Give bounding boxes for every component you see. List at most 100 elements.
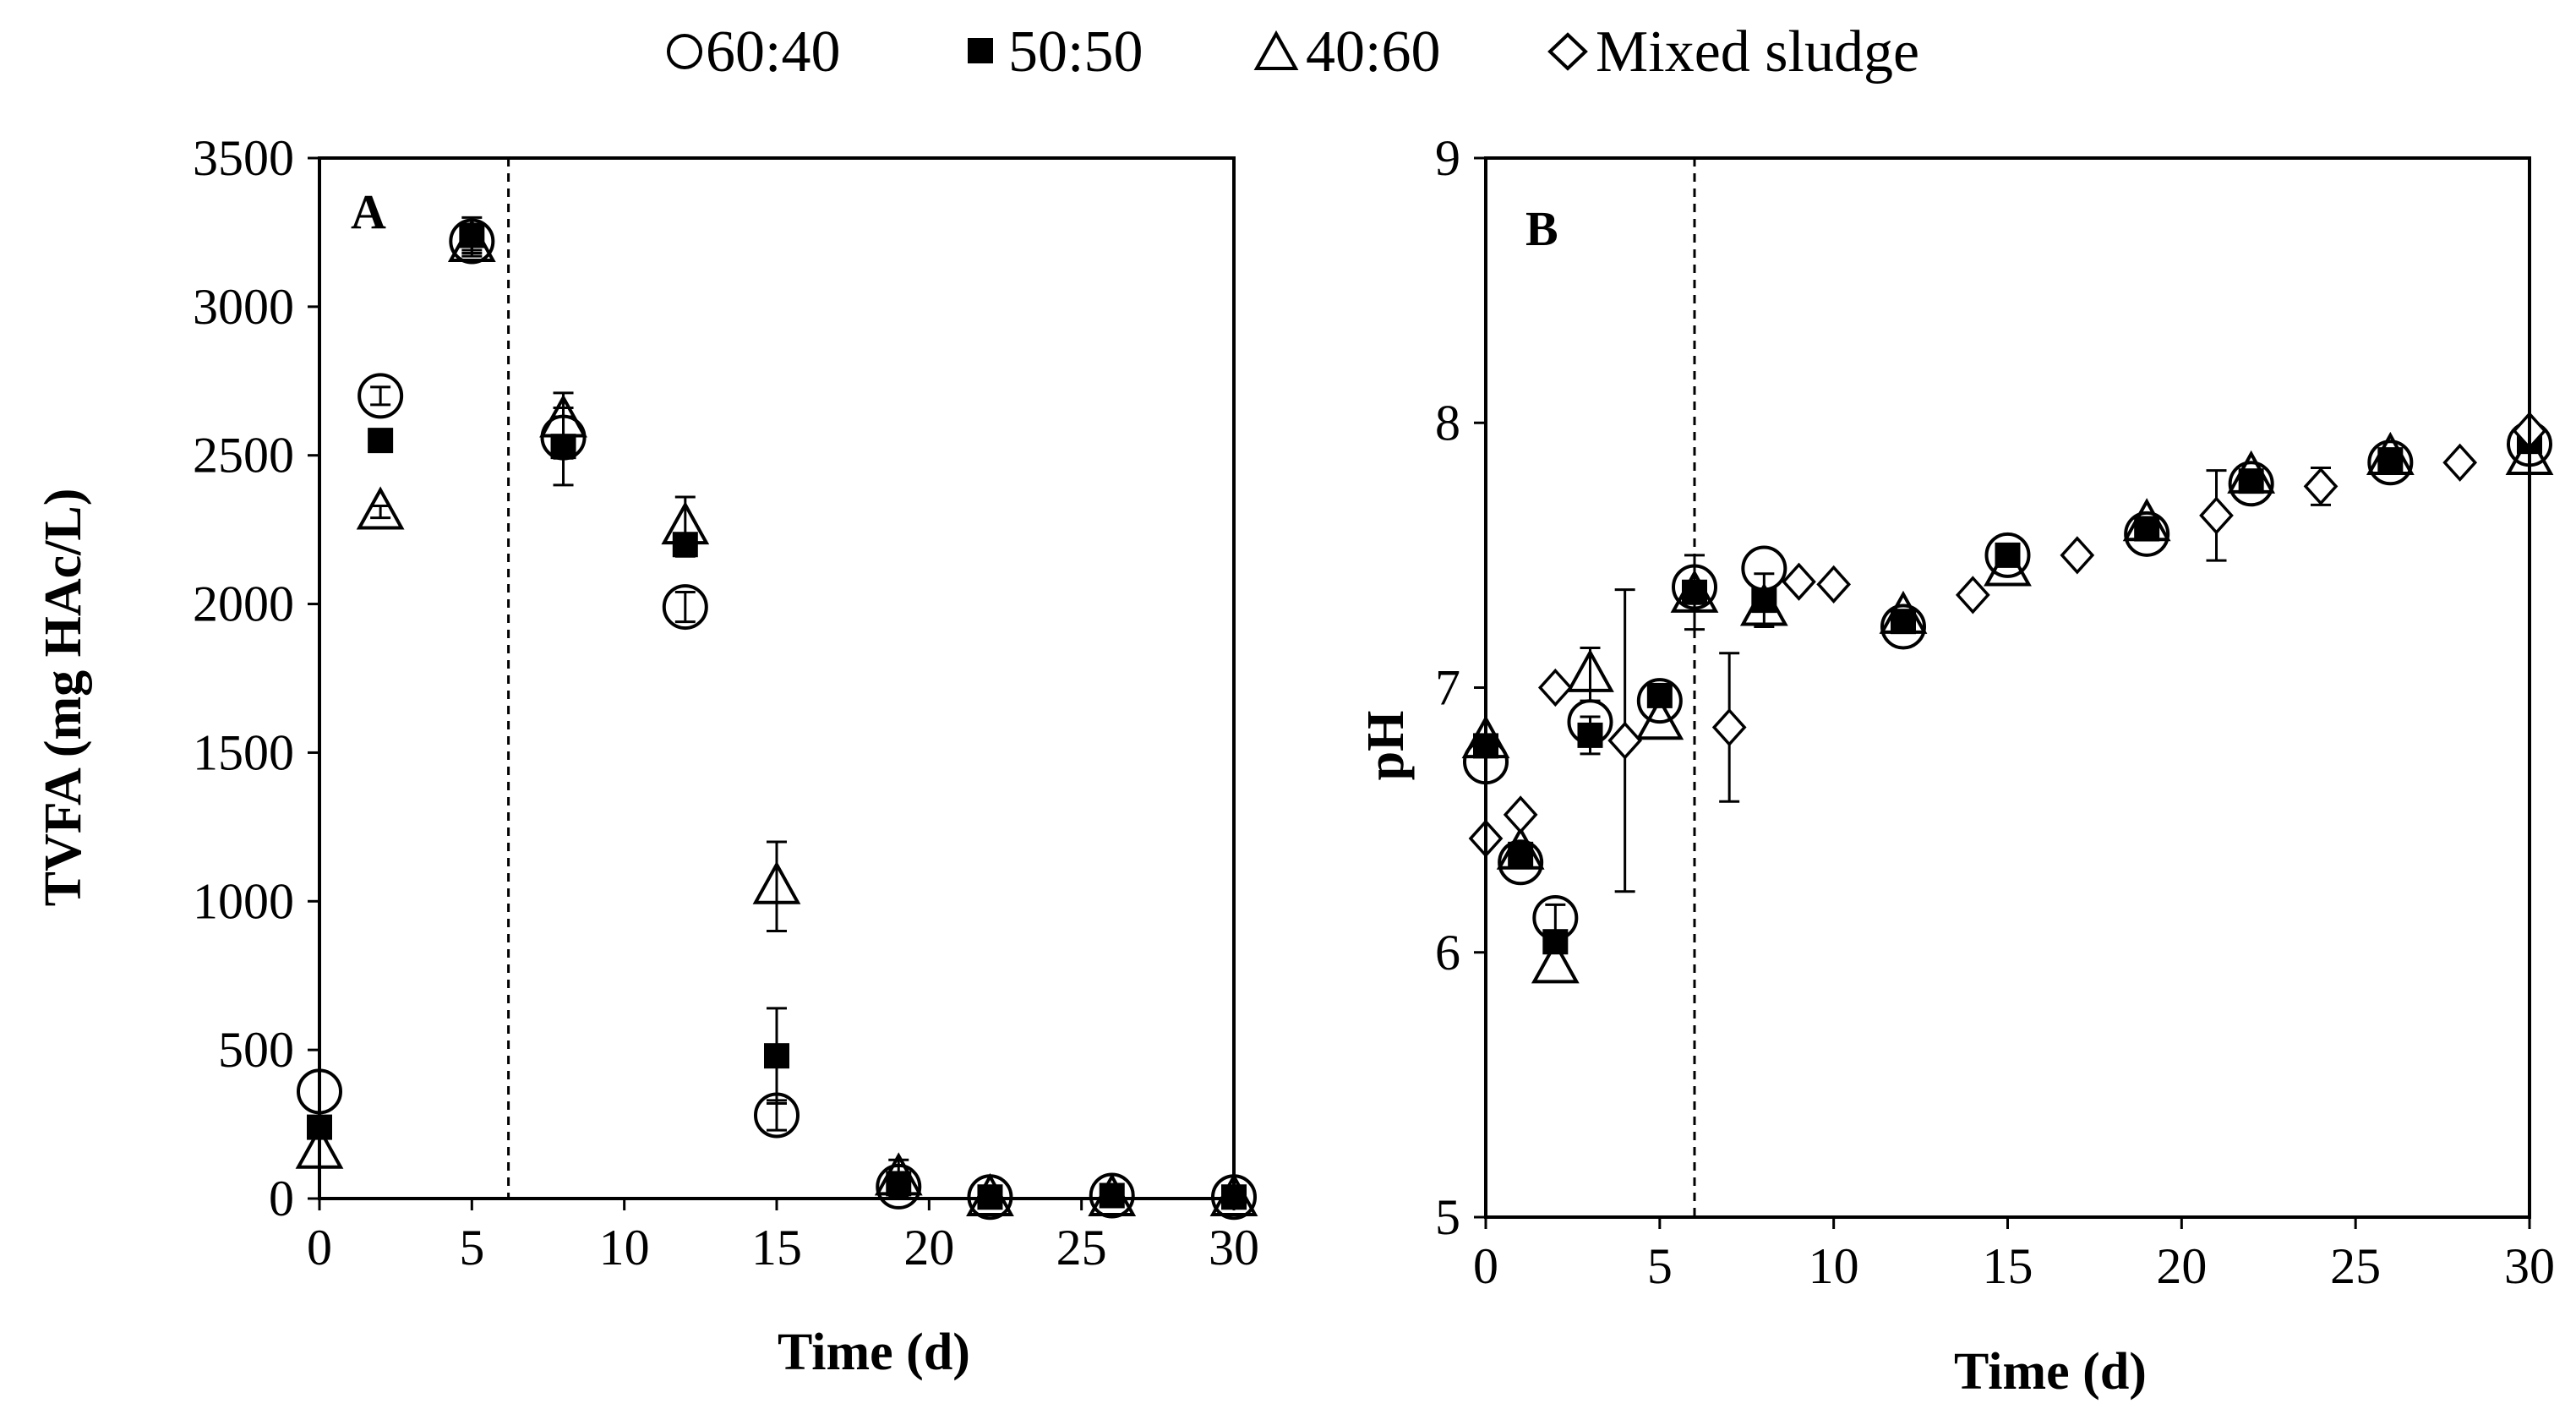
open-triangle-icon bbox=[1253, 30, 1299, 70]
y-tick-label: 7 bbox=[1435, 660, 1460, 716]
data-point-50-50 bbox=[1099, 1182, 1125, 1209]
data-point-50-50 bbox=[1577, 722, 1603, 748]
open-diamond-icon bbox=[1547, 32, 1588, 71]
data-point-40-60 bbox=[874, 1152, 923, 1196]
filled-square-icon bbox=[968, 38, 993, 63]
open-circle-icon bbox=[667, 34, 702, 69]
y-tick-label: 9 bbox=[1435, 130, 1460, 186]
data-point-50-50 bbox=[764, 1043, 789, 1069]
data-point-50-50 bbox=[2238, 468, 2264, 494]
data-point-40-60 bbox=[1739, 582, 1788, 626]
data-point-60-40 bbox=[1672, 564, 1717, 610]
data-point-mixed-sludge bbox=[1782, 562, 1816, 601]
data-point-40-60 bbox=[1088, 1172, 1137, 1216]
panel-label: B bbox=[1525, 201, 1558, 256]
data-point-50-50 bbox=[1682, 579, 1707, 605]
data-point-60-40 bbox=[1984, 532, 2031, 578]
data-point-40-60 bbox=[661, 501, 710, 545]
data-point-40-60 bbox=[2227, 450, 2276, 494]
y-tick-label: 3500 bbox=[193, 130, 294, 186]
x-tick-label: 15 bbox=[1983, 1238, 2033, 1294]
x-tick-label: 20 bbox=[903, 1220, 954, 1275]
data-point-40-60 bbox=[1209, 1172, 1258, 1216]
data-point-60-40 bbox=[2124, 511, 2170, 557]
data-point-40-60 bbox=[1879, 590, 1928, 634]
plot-frame bbox=[318, 156, 1236, 1200]
x-tick-label: 5 bbox=[1647, 1238, 1673, 1294]
data-point-40-60 bbox=[2366, 431, 2415, 475]
legend-label: Mixed sludge bbox=[1596, 19, 1919, 85]
x-tick-label: 15 bbox=[751, 1220, 802, 1275]
x-tick-label: 30 bbox=[1209, 1220, 1259, 1275]
legend-item-60-40: 60:40 bbox=[667, 19, 840, 85]
x-tick-label: 5 bbox=[459, 1220, 484, 1275]
data-point-50-50 bbox=[1891, 609, 1916, 635]
data-point-60-40 bbox=[1636, 678, 1683, 724]
data-point-40-60 bbox=[2122, 498, 2171, 542]
data-point-mixed-sludge bbox=[1537, 668, 1573, 707]
data-markers bbox=[1461, 412, 2554, 984]
data-point-mixed-sludge bbox=[1711, 707, 1747, 747]
data-point-mixed-sludge bbox=[2199, 496, 2234, 535]
data-point-40-60 bbox=[1984, 543, 2032, 587]
data-point-40-60 bbox=[1566, 648, 1614, 692]
x-tick-label: 0 bbox=[1473, 1238, 1498, 1294]
legend-label: 50:50 bbox=[1008, 19, 1143, 85]
data-point-40-60 bbox=[1531, 940, 1580, 984]
x-tick-label: 25 bbox=[2330, 1238, 2381, 1294]
legend-label: 60:40 bbox=[706, 19, 840, 85]
data-point-60-40 bbox=[2367, 440, 2414, 486]
data-point-60-40 bbox=[876, 1163, 922, 1210]
legend-label: 40:60 bbox=[1306, 19, 1440, 85]
data-point-40-60 bbox=[1496, 826, 1545, 870]
data-point-40-60 bbox=[752, 860, 801, 904]
data-point-mixed-sludge bbox=[1816, 565, 1852, 604]
data-point-50-50 bbox=[550, 434, 576, 460]
data-point-60-40 bbox=[357, 373, 404, 419]
legend-item-40-60: 40:60 bbox=[1253, 19, 1440, 85]
y-axis-title: TVFA (mg HAc/L) bbox=[35, 489, 92, 907]
y-tick-label: 3000 bbox=[193, 279, 294, 335]
data-point-50-50 bbox=[672, 532, 698, 558]
y-tick-label: 1500 bbox=[193, 724, 294, 780]
data-point-mixed-sludge bbox=[1607, 721, 1643, 760]
legend-item-50-50: 50:50 bbox=[968, 19, 1143, 85]
data-point-40-60 bbox=[356, 486, 405, 530]
y-tick-label: 2000 bbox=[193, 576, 294, 632]
x-tick-label: 30 bbox=[2504, 1238, 2555, 1294]
data-point-40-60 bbox=[1670, 569, 1719, 613]
panel-a: 0 5 10 15 20 25 30 0 500 1000 1500 2000 2500 3000 3500… bbox=[35, 130, 1259, 1381]
data-point-mixed-sludge bbox=[1503, 795, 1538, 834]
x-tick-label: 10 bbox=[599, 1220, 650, 1275]
y-tick-label: 6 bbox=[1435, 925, 1460, 980]
y-tick-label: 8 bbox=[1435, 395, 1460, 451]
data-markers bbox=[295, 218, 1258, 1221]
error-bars bbox=[370, 216, 1244, 1202]
data-point-mixed-sludge bbox=[1955, 576, 1990, 614]
data-point-60-40 bbox=[754, 1092, 800, 1139]
plot-frame bbox=[1484, 156, 2531, 1219]
panel-label: A bbox=[351, 184, 386, 239]
data-point-40-60 bbox=[966, 1172, 1014, 1216]
y-tick-label: 500 bbox=[218, 1022, 294, 1078]
x-tick-label: 25 bbox=[1056, 1220, 1107, 1275]
x-tick-label: 10 bbox=[1809, 1238, 1859, 1294]
x-tick-label: 20 bbox=[2156, 1238, 2207, 1294]
data-point-60-40 bbox=[1880, 604, 1926, 650]
y-tick-label: 5 bbox=[1435, 1189, 1460, 1245]
axis-ticks bbox=[1474, 156, 2531, 1229]
x-axis-title: Time (d) bbox=[1954, 1343, 2147, 1401]
x-axis-title: Time (d) bbox=[778, 1324, 970, 1381]
y-tick-label: 2500 bbox=[193, 428, 294, 483]
data-point-mixed-sludge bbox=[2442, 443, 2478, 482]
data-point-40-60 bbox=[447, 218, 496, 262]
axis-ticks bbox=[308, 156, 1236, 1210]
x-tick-label: 0 bbox=[307, 1220, 332, 1275]
data-point-60-40 bbox=[1498, 839, 1544, 886]
data-point-60-40 bbox=[662, 584, 708, 631]
tick-labels: 0 5 10 15 20 25 30 0 500 1000 1500 2000 2500 3000 3500 bbox=[193, 130, 1259, 1275]
data-point-50-50 bbox=[1646, 682, 1673, 708]
